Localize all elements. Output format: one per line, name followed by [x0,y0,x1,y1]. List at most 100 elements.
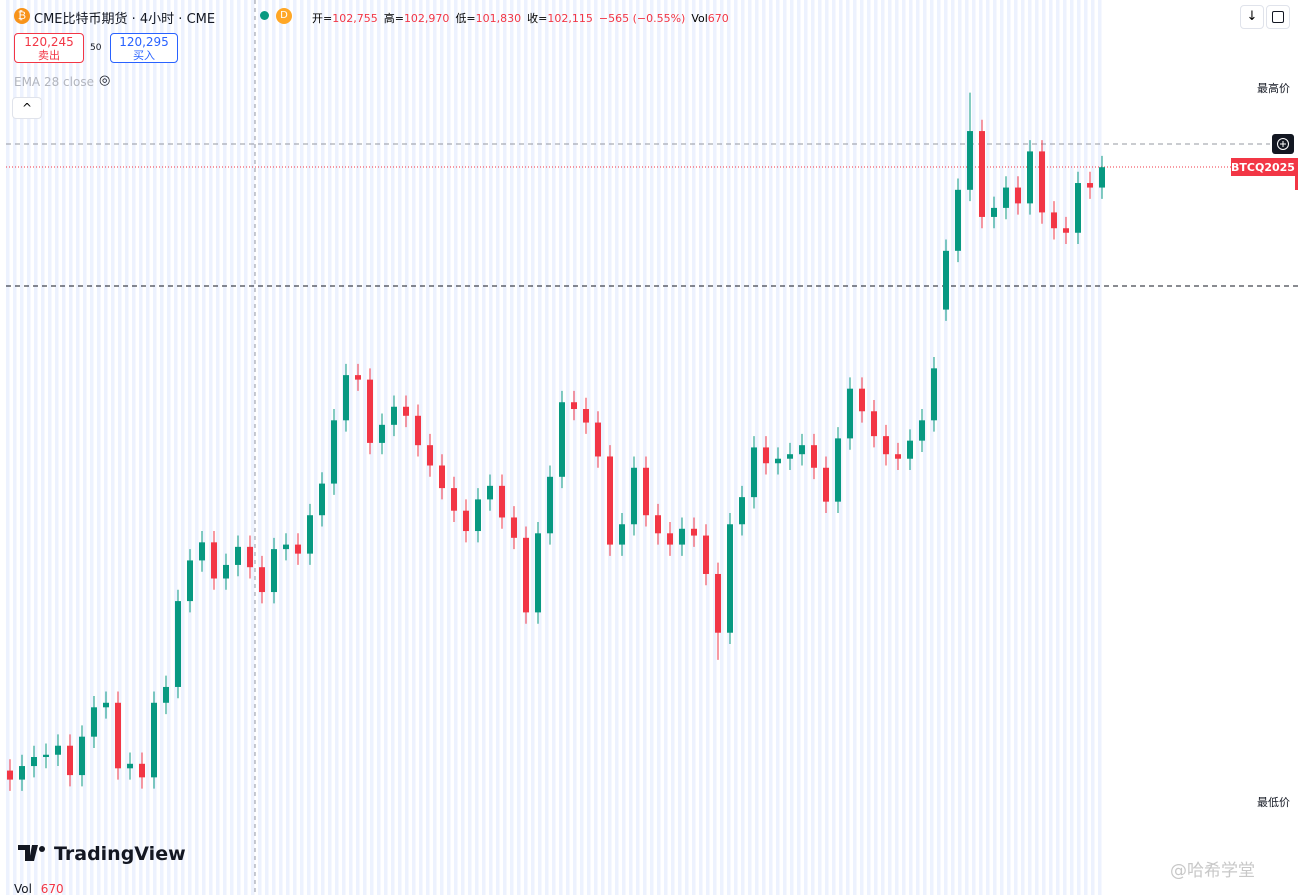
session-stripe [125,0,129,895]
session-stripe [454,0,458,895]
session-stripe [48,0,52,895]
symbol-title[interactable]: CME比特币期货 · 4小时 · CME [34,12,216,27]
candle-body [199,542,205,561]
candle-body [1051,212,1057,229]
session-stripe [1063,0,1067,895]
sell-button[interactable]: 120,245 卖出 [14,33,84,63]
candle-body [55,745,61,755]
candle-body [823,467,829,502]
candle-body [475,499,481,532]
session-stripe [503,0,507,895]
session-stripe [573,0,577,895]
buy-button[interactable]: 120,295 买入 [110,33,178,63]
session-stripe [328,0,332,895]
candle-body [127,763,133,769]
candle-body [463,510,469,532]
session-stripe [678,0,682,895]
candle-body [907,440,913,459]
candle-body [967,131,973,190]
session-stripe [629,0,633,895]
session-stripe [524,0,528,895]
session-stripe [986,0,990,895]
candle-body [1075,183,1081,233]
session-stripe [860,0,864,895]
price-marker [1295,158,1298,190]
session-stripe [867,0,871,895]
candle-body [319,483,325,516]
session-stripe [888,0,892,895]
session-stripe [55,0,59,895]
symbol-label-bg [1231,158,1295,176]
session-stripe [727,0,731,895]
session-stripe [832,0,836,895]
session-stripe [146,0,150,895]
candle-body [175,601,181,687]
session-stripe [223,0,227,895]
session-stripe [657,0,661,895]
candle-body [91,707,97,737]
candle-body [271,549,277,593]
session-stripe [671,0,675,895]
ohlc-value: 102,755 [332,12,378,25]
session-stripe [363,0,367,895]
session-stripe [97,0,101,895]
candle-body [295,544,301,554]
fullscreen-button[interactable] [1266,5,1290,29]
candle-body [847,388,853,439]
session-stripe [818,0,822,895]
session-stripe [391,0,395,895]
watermark: @哈希学堂 [1170,861,1255,881]
session-stripe [293,0,297,895]
session-stripe [664,0,668,895]
candle-body [163,686,169,703]
candle-body [979,131,985,217]
session-stripe [475,0,479,895]
session-stripe [979,0,983,895]
candle-body [955,189,961,251]
candle-body [235,546,241,565]
volume-label: Vol [691,12,708,25]
visibility-icon[interactable]: ◎ [99,73,111,88]
session-stripe [972,0,976,895]
session-stripe [1042,0,1046,895]
download-button[interactable]: ↓ [1240,5,1264,29]
candle-body [919,420,925,441]
candle-body [283,544,289,550]
collapse-button[interactable]: ^ [12,97,42,119]
session-stripe [244,0,248,895]
session-stripe [377,0,381,895]
session-stripe [216,0,220,895]
candle-body [631,467,637,525]
session-stripe [237,0,241,895]
session-stripe [314,0,318,895]
session-stripe [153,0,157,895]
session-stripe [916,0,920,895]
session-stripe [748,0,752,895]
candle-body [499,485,505,518]
session-stripe [300,0,304,895]
candle-body [1027,151,1033,204]
session-stripe [286,0,290,895]
session-stripe [650,0,654,895]
session-stripe [447,0,451,895]
low-label: 最低价 [1257,796,1290,809]
candle-body [883,436,889,455]
candle-body [151,702,157,778]
indicator-legend[interactable]: EMA 28 close [14,75,94,89]
candle-body [1039,151,1045,213]
session-stripe [566,0,570,895]
session-stripe [622,0,626,895]
session-stripe [20,0,24,895]
candle-body [703,535,709,574]
candle-body [139,763,145,778]
session-stripe [615,0,619,895]
session-stripe [783,0,787,895]
candle-body [427,445,433,466]
session-stripe [433,0,437,895]
ohlc-value: 101,830 [475,12,522,25]
session-stripe [1084,0,1088,895]
candle-body [655,515,661,534]
session-stripe [930,0,934,895]
candle-body [619,524,625,545]
session-stripe [510,0,514,895]
